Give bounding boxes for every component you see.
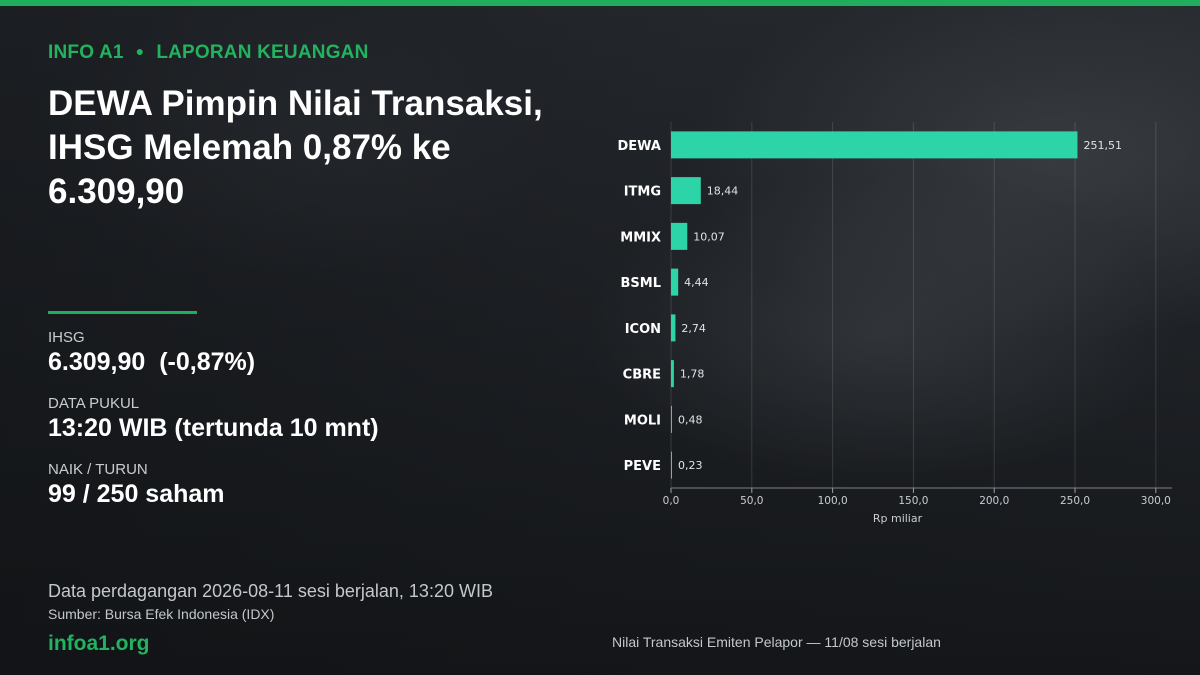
- stat-label: IHSG: [48, 329, 85, 346]
- stat-value: 99 / 250 saham: [48, 480, 225, 508]
- stat-advance-decline: NAIK / TURUN 99 / 250 saham: [48, 461, 225, 509]
- x-tick-label: 100,0: [818, 495, 848, 507]
- bar: [671, 131, 1078, 159]
- stat-data-time: DATA PUKUL 13:20 WIB (tertunda 10 mnt): [48, 395, 379, 443]
- source-note: Sumber: Bursa Efek Indonesia (IDX): [48, 606, 275, 622]
- brand-link[interactable]: infoa1.org: [48, 632, 150, 655]
- x-axis-title: Rp miliar: [873, 512, 923, 525]
- kicker: INFO A1 ● LAPORAN KEUANGAN: [48, 42, 369, 64]
- value-label: 1,78: [680, 368, 705, 381]
- value-label: 251,51: [1083, 139, 1122, 152]
- bar: [671, 177, 701, 205]
- category-label: BSML: [621, 276, 662, 291]
- x-tick-label: 0,0: [663, 495, 680, 507]
- category-label: CBRE: [623, 368, 661, 383]
- headline: DEWA Pimpin Nilai Transaksi, IHSG Melema…: [48, 84, 543, 211]
- bar: [671, 405, 672, 433]
- chart-caption: Nilai Transaksi Emiten Pelapor — 11/08 s…: [612, 634, 941, 650]
- category-label: DEWA: [618, 139, 662, 154]
- bullet-icon: ●: [135, 43, 145, 59]
- x-tick-label: 250,0: [1060, 495, 1090, 507]
- kicker-category: LAPORAN KEUANGAN: [156, 42, 369, 63]
- category-label: ITMG: [624, 185, 661, 200]
- value-label: 0,48: [678, 413, 703, 426]
- data-note: Data perdagangan 2026-08-11 sesi berjala…: [48, 581, 493, 601]
- x-tick-label: 300,0: [1141, 495, 1171, 507]
- category-label: PEVE: [624, 459, 661, 474]
- bar: [671, 360, 674, 388]
- bar: [671, 451, 672, 479]
- x-tick-label: 50,0: [740, 495, 763, 507]
- value-label: 2,74: [681, 322, 706, 335]
- top-accent-bar: [0, 0, 1200, 6]
- stat-value: 6.309,90 (-0,87%): [48, 348, 256, 376]
- x-tick-label: 200,0: [979, 495, 1009, 507]
- value-label: 18,44: [707, 185, 739, 198]
- category-label: MMIX: [620, 230, 661, 245]
- bar-chart: 0,0 50,0 100,0 150,0 200,0 250,0 300,0 Rp milia…: [618, 122, 1172, 525]
- bar: [671, 314, 676, 342]
- value-label: 4,44: [684, 276, 709, 289]
- x-tick-label: 150,0: [898, 495, 928, 507]
- bar: [671, 268, 679, 296]
- stat-ihsg: IHSG 6.309,90 (-0,87%): [48, 329, 255, 377]
- stat-value: 13:20 WIB (tertunda 10 mnt): [48, 414, 379, 442]
- value-label: 0,23: [678, 459, 703, 472]
- category-label: ICON: [625, 322, 661, 337]
- stat-label: NAIK / TURUN: [48, 461, 148, 478]
- value-label: 10,07: [693, 230, 725, 243]
- stat-label: DATA PUKUL: [48, 395, 140, 412]
- divider-rule: [48, 311, 197, 314]
- category-label: MOLI: [624, 413, 661, 428]
- bar: [671, 222, 688, 250]
- kicker-section: INFO A1: [48, 42, 124, 63]
